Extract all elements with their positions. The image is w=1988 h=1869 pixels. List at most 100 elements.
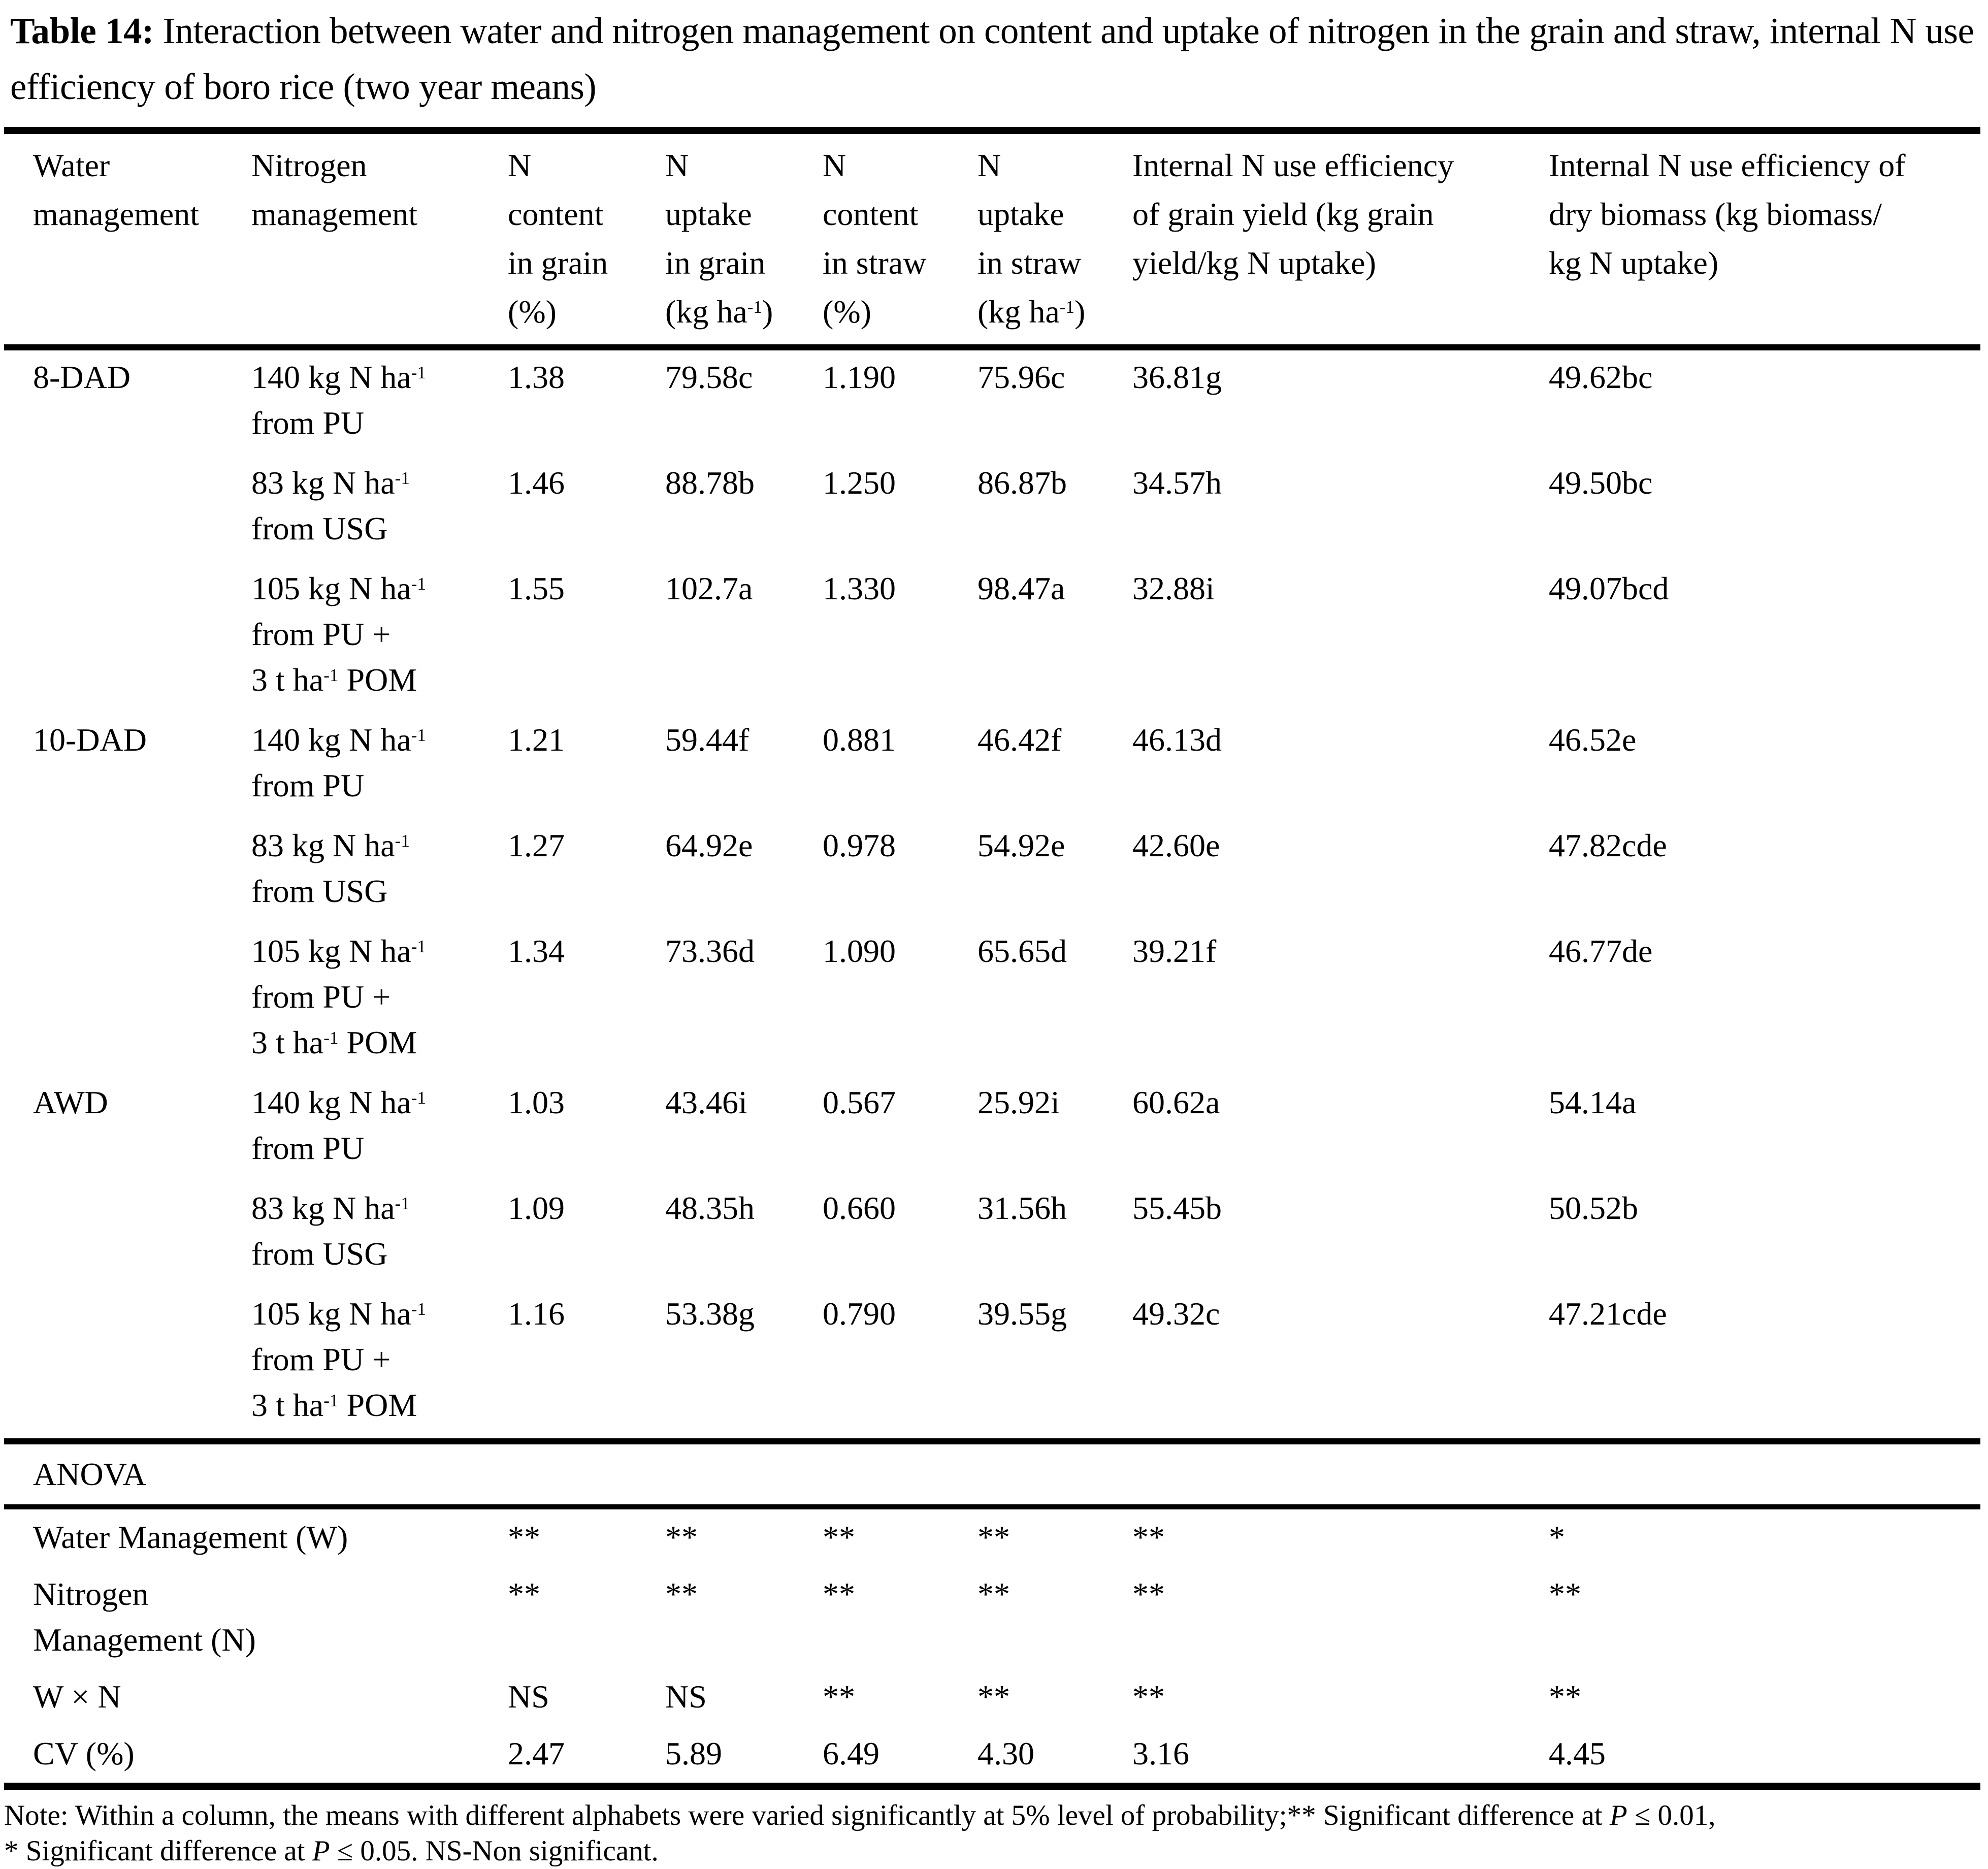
value-cell: 1.090 — [823, 933, 896, 969]
table-title-label: Table 14: — [10, 10, 154, 51]
anova-label: ANOVA — [33, 1456, 146, 1492]
anova-value-cell: ** — [977, 1576, 1010, 1612]
water-management-cell — [4, 562, 251, 713]
value-cell: 53.38g — [665, 1296, 755, 1332]
nitrogen-management-cell: 140 kg N ha-1 from PU — [251, 1084, 426, 1166]
value-cell: 46.52e — [1549, 722, 1637, 758]
anova-value-cell: 2.47 — [508, 1735, 565, 1771]
water-management-cell — [4, 1181, 251, 1287]
anova-value-cell: NS — [665, 1679, 707, 1715]
value-cell: 47.21cde — [1549, 1296, 1667, 1332]
table-row: 105 kg N ha-1 from PU +3 t ha-1 POM 1.16 53… — [4, 1287, 1980, 1441]
value-cell: 1.38 — [508, 359, 565, 395]
anova-value-cell: * — [1549, 1519, 1565, 1555]
anova-value-cell: ** — [977, 1519, 1010, 1555]
value-cell: 59.44f — [665, 722, 749, 758]
value-cell: 50.52b — [1549, 1190, 1638, 1226]
value-cell: 43.46i — [665, 1084, 747, 1120]
anova-value-cell: ** — [1132, 1519, 1165, 1555]
anova-rows: Water Management (W) ** ** ** ** ** * Nitrogen M… — [4, 1507, 1980, 1786]
nitrogen-management-cell: 83 kg N ha-1 from USG — [251, 827, 410, 909]
nitrogen-management-cell: 105 kg N ha-1 from PU +3 t ha-1 POM — [251, 933, 426, 1060]
table-row: 10-DAD 140 kg N ha-1 from PU 1.21 59.44f 0.88… — [4, 713, 1980, 819]
anova-value-cell: ** — [977, 1679, 1010, 1715]
value-cell: 98.47a — [977, 570, 1065, 606]
nitrogen-management-cell: 140 kg N ha-1 from PU — [251, 359, 426, 441]
water-management-cell — [4, 456, 251, 562]
value-cell: 49.32c — [1132, 1296, 1220, 1332]
table-body: 8-DAD 140 kg N ha-1 from PU 1.38 79.58c 1.190… — [4, 347, 1980, 1441]
value-cell: 60.62a — [1132, 1084, 1220, 1120]
value-cell: 64.92e — [665, 827, 753, 863]
value-cell: 79.58c — [665, 359, 753, 395]
table-row: 8-DAD 140 kg N ha-1 from PU 1.38 79.58c 1.190… — [4, 347, 1980, 456]
value-cell: 1.34 — [508, 933, 565, 969]
value-cell: 25.92i — [977, 1084, 1060, 1120]
table-title: Table 14: Interaction between water and … — [10, 3, 1975, 115]
value-cell: 32.88i — [1132, 570, 1215, 606]
anova-value-cell: ** — [665, 1519, 698, 1555]
value-cell: 34.57h — [1132, 465, 1222, 501]
value-cell: 86.87b — [977, 465, 1067, 501]
nitrogen-management-cell: 105 kg N ha-1 from PU +3 t ha-1 POM — [251, 570, 426, 698]
anova-value-cell: 4.30 — [977, 1735, 1034, 1771]
header-internal-n-efficiency-biomass: Internal N use efficiency of dry biomass … — [1549, 147, 1906, 281]
value-cell: 1.190 — [823, 359, 896, 395]
anova-value-cell: ** — [1549, 1679, 1581, 1715]
table-row: 105 kg N ha-1 from PU +3 t ha-1 POM 1.34 73… — [4, 924, 1980, 1076]
header-internal-n-efficiency-grain: Internal N use efficiency of grain yield … — [1132, 147, 1454, 281]
anova-value-cell: NS — [508, 1679, 549, 1715]
anova-value-cell: ** — [1132, 1679, 1165, 1715]
anova-row: Water Management (W) ** ** ** ** ** * — [4, 1507, 1980, 1566]
anova-factor-label: Nitrogen Management (N) — [33, 1576, 256, 1658]
anova-factor-label: CV (%) — [33, 1735, 135, 1771]
value-cell: 48.35h — [665, 1190, 755, 1226]
anova-value-cell: ** — [508, 1576, 540, 1612]
value-cell: 1.16 — [508, 1296, 565, 1332]
table-row: 83 kg N ha-1 from USG 1.46 88.78b 1.250 86.87… — [4, 456, 1980, 562]
value-cell: 1.03 — [508, 1084, 565, 1120]
value-cell: 54.92e — [977, 827, 1065, 863]
value-cell: 54.14a — [1549, 1084, 1637, 1120]
nitrogen-management-cell: 140 kg N ha-1 from PU — [251, 722, 426, 803]
anova-value-cell: ** — [823, 1679, 855, 1715]
water-management-cell — [4, 1287, 251, 1441]
anova-row: W × N NS NS ** ** ** ** — [4, 1669, 1980, 1726]
value-cell: 46.13d — [1132, 722, 1222, 758]
anova-value-cell: 5.89 — [665, 1735, 722, 1771]
table-title-text: Interaction between water and nitrogen m… — [10, 10, 1974, 107]
anova-value-cell: ** — [1132, 1576, 1165, 1612]
table-row: 83 kg N ha-1 from USG 1.09 48.35h 0.660 31.56… — [4, 1181, 1980, 1287]
value-cell: 42.60e — [1132, 827, 1220, 863]
anova-value-cell: ** — [1549, 1576, 1581, 1612]
table-row: 83 kg N ha-1 from USG 1.27 64.92e 0.978 54.92… — [4, 819, 1980, 924]
nitrogen-management-cell: 105 kg N ha-1 from PU +3 t ha-1 POM — [251, 1296, 426, 1423]
value-cell: 46.42f — [977, 722, 1062, 758]
value-cell: 39.21f — [1132, 933, 1217, 969]
nitrogen-management-cell: 83 kg N ha-1 from USG — [251, 1190, 410, 1272]
value-cell: 88.78b — [665, 465, 755, 501]
value-cell: 1.46 — [508, 465, 565, 501]
value-cell: 1.330 — [823, 570, 896, 606]
value-cell: 65.65d — [977, 933, 1067, 969]
anova-row: CV (%) 2.47 5.89 6.49 4.30 3.16 4.45 — [4, 1726, 1980, 1786]
water-management-cell — [4, 924, 251, 1076]
value-cell: 0.881 — [823, 722, 896, 758]
table-row: AWD 140 kg N ha-1 from PU 1.03 43.46i 0.567 25… — [4, 1076, 1980, 1181]
header-nitrogen-management: Nitrogen management — [251, 147, 417, 232]
nitrogen-management-cell: 83 kg N ha-1 from USG — [251, 465, 410, 546]
anova-header-row: ANOVA — [4, 1441, 1980, 1507]
water-management-cell: AWD — [33, 1084, 108, 1120]
value-cell: 49.62bc — [1549, 359, 1653, 395]
value-cell: 49.50bc — [1549, 465, 1653, 501]
anova-value-cell: 4.45 — [1549, 1735, 1606, 1771]
anova-value-cell: 6.49 — [823, 1735, 879, 1771]
value-cell: 0.978 — [823, 827, 896, 863]
table-footnote: Note: Within a column, the means with di… — [4, 1798, 1979, 1869]
anova-value-cell: ** — [823, 1576, 855, 1612]
